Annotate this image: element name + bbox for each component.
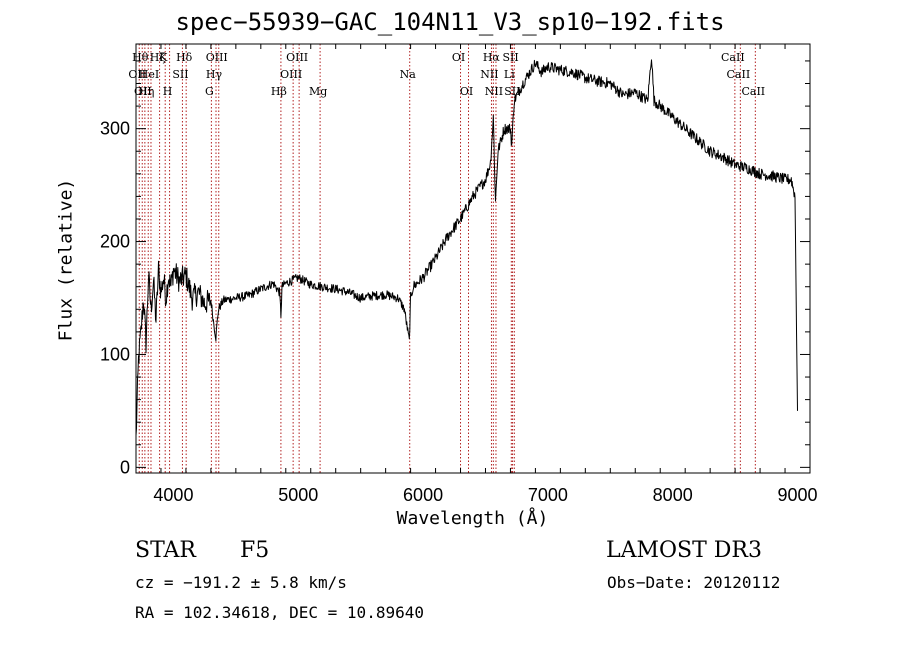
y-tick-label: 0 — [120, 457, 130, 477]
x-axis-label: Wavelength (Å) — [396, 508, 549, 529]
line-label: OIII — [280, 68, 302, 81]
line-label: SII — [172, 68, 188, 81]
line-label: Hβ — [271, 85, 287, 98]
line-label: Hθ — [132, 51, 149, 64]
spectral-line-markers — [138, 44, 756, 473]
line-label: CaII — [721, 51, 745, 64]
line-label: SII — [502, 51, 518, 64]
line-label: OII — [128, 68, 146, 81]
object-subclass: F5 — [240, 538, 270, 563]
line-label: Hδ — [176, 51, 193, 64]
spectrum-line — [135, 59, 798, 436]
x-tick-label: 7000 — [528, 485, 568, 505]
y-tick-label: 300 — [100, 119, 130, 139]
line-label: Na — [400, 68, 417, 81]
spectral-line-labels: OIIHθOIIHηHeIHζKHSIIHδGHγOIIIHβOIIIOIIIM… — [128, 51, 765, 98]
y-axis-label: Flux (relative) — [55, 178, 77, 342]
survey-name: LAMOST DR3 — [606, 538, 762, 563]
y-tick-label: 100 — [100, 344, 130, 364]
line-label: OIII — [206, 51, 228, 64]
x-tick-label: 4000 — [153, 485, 193, 505]
line-label: OII — [134, 85, 152, 98]
line-label: K — [159, 51, 168, 64]
line-label: G — [205, 85, 214, 98]
y-tick-label: 200 — [100, 232, 130, 252]
line-label: Hζ — [150, 51, 166, 64]
line-label: Li — [504, 68, 515, 81]
line-label: NII — [485, 85, 503, 98]
line-label: HeI — [139, 68, 159, 81]
line-label: OI — [452, 51, 465, 64]
line-label: Hγ — [206, 68, 223, 81]
line-label: CaII — [741, 85, 765, 98]
line-label: Hη — [138, 85, 154, 98]
line-label: H — [163, 85, 173, 98]
line-label: CaII — [727, 68, 751, 81]
redshift-velocity: cz = −191.2 ± 5.8 km/s — [135, 573, 347, 592]
line-label: Hα — [483, 51, 501, 64]
line-label: NII — [480, 68, 498, 81]
object-class: STAR — [135, 538, 196, 563]
chart-title: spec−55939−GAC_104N11_V3_sp10−192.fits — [175, 8, 725, 36]
x-tick-label: 6000 — [403, 485, 443, 505]
line-label: SII — [504, 85, 520, 98]
x-tick-label: 8000 — [653, 485, 693, 505]
line-label: Mg — [309, 85, 327, 98]
x-tick-label: 9000 — [777, 485, 817, 505]
spectrum-series — [135, 59, 798, 436]
line-label: OIII — [286, 51, 308, 64]
plot-frame — [135, 43, 811, 474]
line-label: OI — [460, 85, 473, 98]
x-tick-label: 5000 — [278, 485, 318, 505]
coordinates: RA = 102.34618, DEC = 10.89640 — [135, 603, 424, 622]
axes-frame: 4000 5000 6000 7000 8000 9000 0 100 200 300 — [100, 43, 818, 505]
observation-date: Obs−Date: 20120112 — [607, 573, 781, 592]
